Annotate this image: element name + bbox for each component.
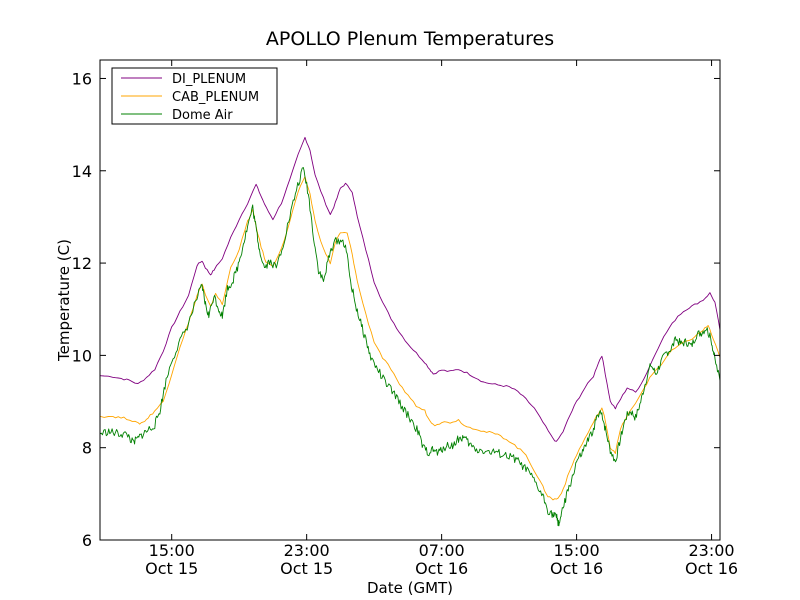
- x-axis-label: Date (GMT): [367, 579, 453, 597]
- plot-area: [99, 59, 721, 541]
- series-line-di-plenum: [100, 136, 720, 442]
- x-tick-label-time: 23:00: [284, 541, 330, 560]
- series-layer: [100, 136, 720, 527]
- legend: DI_PLENUM CAB_PLENUM Dome Air: [111, 67, 278, 125]
- x-tick-label-time: 15:00: [554, 541, 600, 560]
- legend-label: DI_PLENUM: [172, 72, 246, 87]
- plot-frame: [99, 59, 721, 541]
- chart-title: APOLLO Plenum Temperatures: [266, 28, 554, 50]
- x-tick-label-date: Oct 15: [145, 559, 198, 578]
- y-axis-label: Temperature (C): [55, 239, 73, 362]
- x-tick-label-date: Oct 16: [415, 559, 468, 578]
- x-tick-label-date: Oct 15: [280, 559, 333, 578]
- ticks-layer: [100, 60, 720, 541]
- series-line-cab-plenum: [100, 176, 720, 501]
- x-tick-label-date: Oct 16: [550, 559, 603, 578]
- y-tick-label: 6: [82, 531, 92, 550]
- legend-label: CAB_PLENUM: [172, 90, 259, 105]
- x-tick-label-time: 07:00: [419, 541, 465, 560]
- y-tick-label: 10: [72, 346, 92, 365]
- series-line-dome-air: [100, 167, 720, 527]
- y-tick-label: 8: [82, 439, 92, 458]
- plot-background: [100, 60, 720, 540]
- x-tick-label-time: 23:00: [689, 541, 735, 560]
- y-tick-label: 16: [72, 69, 92, 88]
- y-tick-label: 14: [72, 162, 92, 181]
- x-tick-label-date: Oct 16: [685, 559, 738, 578]
- x-tick-label-time: 15:00: [149, 541, 195, 560]
- legend-label: Dome Air: [172, 108, 233, 123]
- y-tick-label: 12: [72, 254, 92, 273]
